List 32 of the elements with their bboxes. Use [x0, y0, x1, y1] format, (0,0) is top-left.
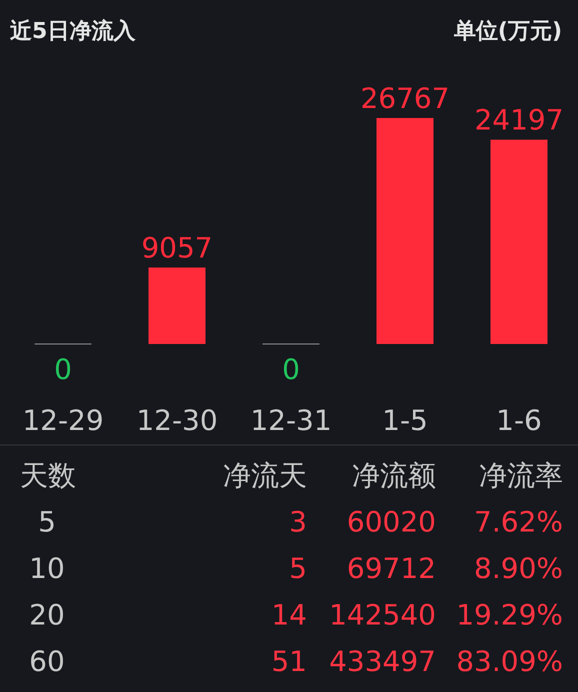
text: 净流率: [479, 459, 563, 492]
text: 5: [289, 552, 307, 585]
text: 20: [29, 598, 65, 632]
chart-title: 近5日净流入: [9, 18, 136, 44]
data-label: 9057: [141, 232, 213, 265]
x-tick-label: 12-31: [250, 404, 332, 437]
text: 5: [38, 506, 56, 538]
text: 69712: [346, 552, 436, 585]
text: 433497: [329, 645, 436, 678]
text: 60: [29, 645, 65, 678]
text: 8.90%: [474, 552, 563, 585]
text: 19.29%: [456, 598, 563, 632]
text: 51: [271, 645, 307, 678]
text: 83.09%: [456, 645, 563, 678]
data-label: 24197: [474, 104, 564, 137]
data-label: 26767: [360, 82, 450, 115]
x-tick-label: 12-30: [136, 404, 218, 437]
chart-subtitle: 单位(万元): [452, 19, 562, 44]
x-tick-label: 1-5: [382, 404, 428, 437]
x-tick-label: 12-29: [22, 404, 104, 437]
text: 天数: [20, 459, 76, 492]
data-label: 0: [282, 353, 300, 386]
data-label: 0: [54, 353, 72, 386]
text: 净流天: [223, 459, 307, 492]
text: 142540: [329, 598, 436, 632]
text: 3: [289, 506, 307, 538]
text: 7.62%: [474, 506, 563, 538]
text: 10: [29, 552, 65, 585]
text: 14: [271, 598, 307, 632]
x-tick-label: 1-6: [496, 404, 542, 437]
text: 60020: [346, 506, 436, 538]
text: 净流额: [352, 459, 436, 492]
